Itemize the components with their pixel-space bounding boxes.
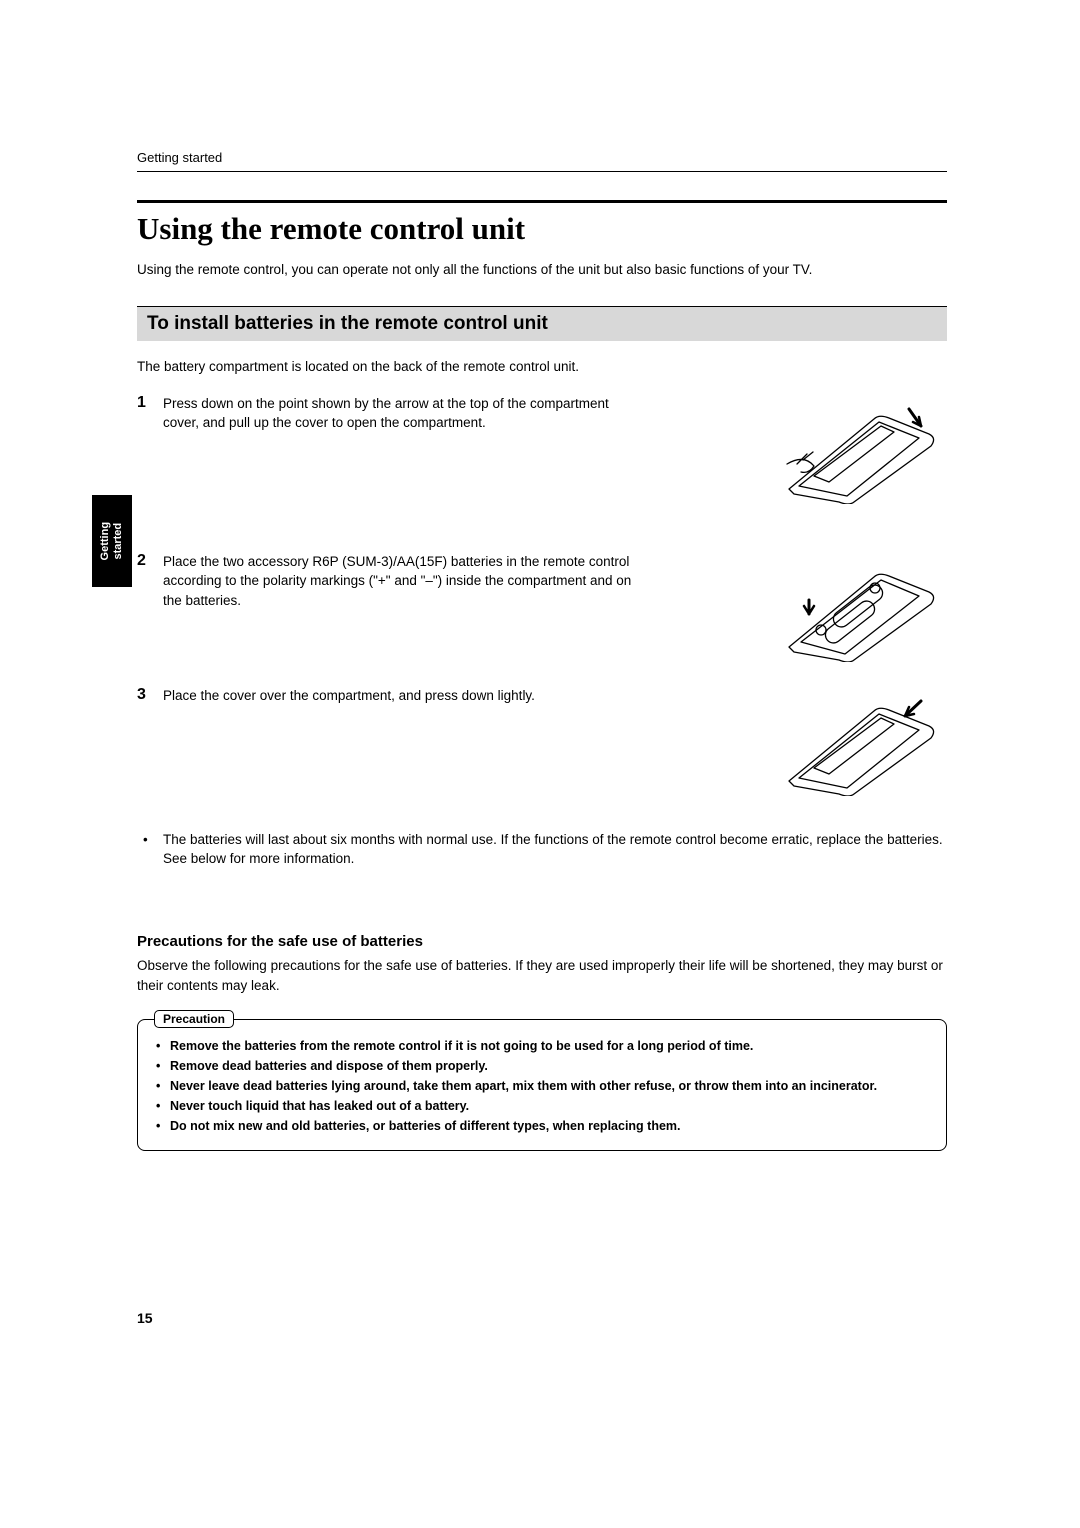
step-3-text: Place the cover over the compartment, an… — [163, 686, 633, 706]
precaution-item: •Never touch liquid that has leaked out … — [156, 1096, 928, 1116]
step-3: 3 Place the cover over the compartment, … — [137, 686, 947, 796]
precaution-text: Never leave dead batteries lying around,… — [170, 1076, 877, 1096]
thick-rule — [137, 200, 947, 203]
precautions-heading: Precautions for the safe use of batterie… — [137, 933, 947, 950]
precaution-label: Precaution — [154, 1010, 234, 1028]
section-intro: The battery compartment is located on th… — [137, 359, 947, 374]
side-tab-text: Getting started — [99, 522, 125, 561]
page-number: 15 — [137, 1310, 153, 1326]
note-row: • The batteries will last about six mont… — [137, 830, 947, 869]
precaution-text: Remove dead batteries and dispose of the… — [170, 1056, 488, 1076]
page-content: Getting started Using the remote control… — [137, 150, 947, 1151]
precaution-item: •Remove the batteries from the remote co… — [156, 1036, 928, 1056]
side-tab-line1: Getting — [99, 522, 111, 561]
intro-text: Using the remote control, you can operat… — [137, 261, 947, 280]
precaution-text: Never touch liquid that has leaked out o… — [170, 1096, 469, 1116]
precaution-text: Do not mix new and old batteries, or bat… — [170, 1116, 681, 1136]
step-2: 2 Place the two accessory R6P (SUM-3)/AA… — [137, 552, 947, 662]
step-1: 1 Press down on the point shown by the a… — [137, 394, 947, 504]
section-bar: To install batteries in the remote contr… — [137, 306, 947, 341]
side-tab: Getting started — [92, 495, 132, 587]
step-2-text: Place the two accessory R6P (SUM-3)/AA(1… — [163, 552, 633, 611]
note-bullet: • — [137, 830, 163, 869]
step-1-illustration — [779, 394, 947, 504]
step-1-num: 1 — [137, 394, 163, 412]
header-section: Getting started — [137, 150, 947, 172]
step-3-num: 3 — [137, 686, 163, 704]
note-text: The batteries will last about six months… — [163, 830, 947, 869]
step-2-num: 2 — [137, 552, 163, 570]
precaution-item: •Never leave dead batteries lying around… — [156, 1076, 928, 1096]
page-title: Using the remote control unit — [137, 211, 947, 247]
side-tab-line2: started — [112, 523, 124, 560]
step-2-illustration — [779, 552, 947, 662]
precaution-item: •Remove dead batteries and dispose of th… — [156, 1056, 928, 1076]
precaution-text: Remove the batteries from the remote con… — [170, 1036, 753, 1056]
step-1-text: Press down on the point shown by the arr… — [163, 394, 633, 433]
step-3-illustration — [779, 686, 947, 796]
precaution-item: •Do not mix new and old batteries, or ba… — [156, 1116, 928, 1136]
precautions-intro: Observe the following precautions for th… — [137, 956, 947, 995]
precaution-box: Precaution •Remove the batteries from th… — [137, 1019, 947, 1151]
